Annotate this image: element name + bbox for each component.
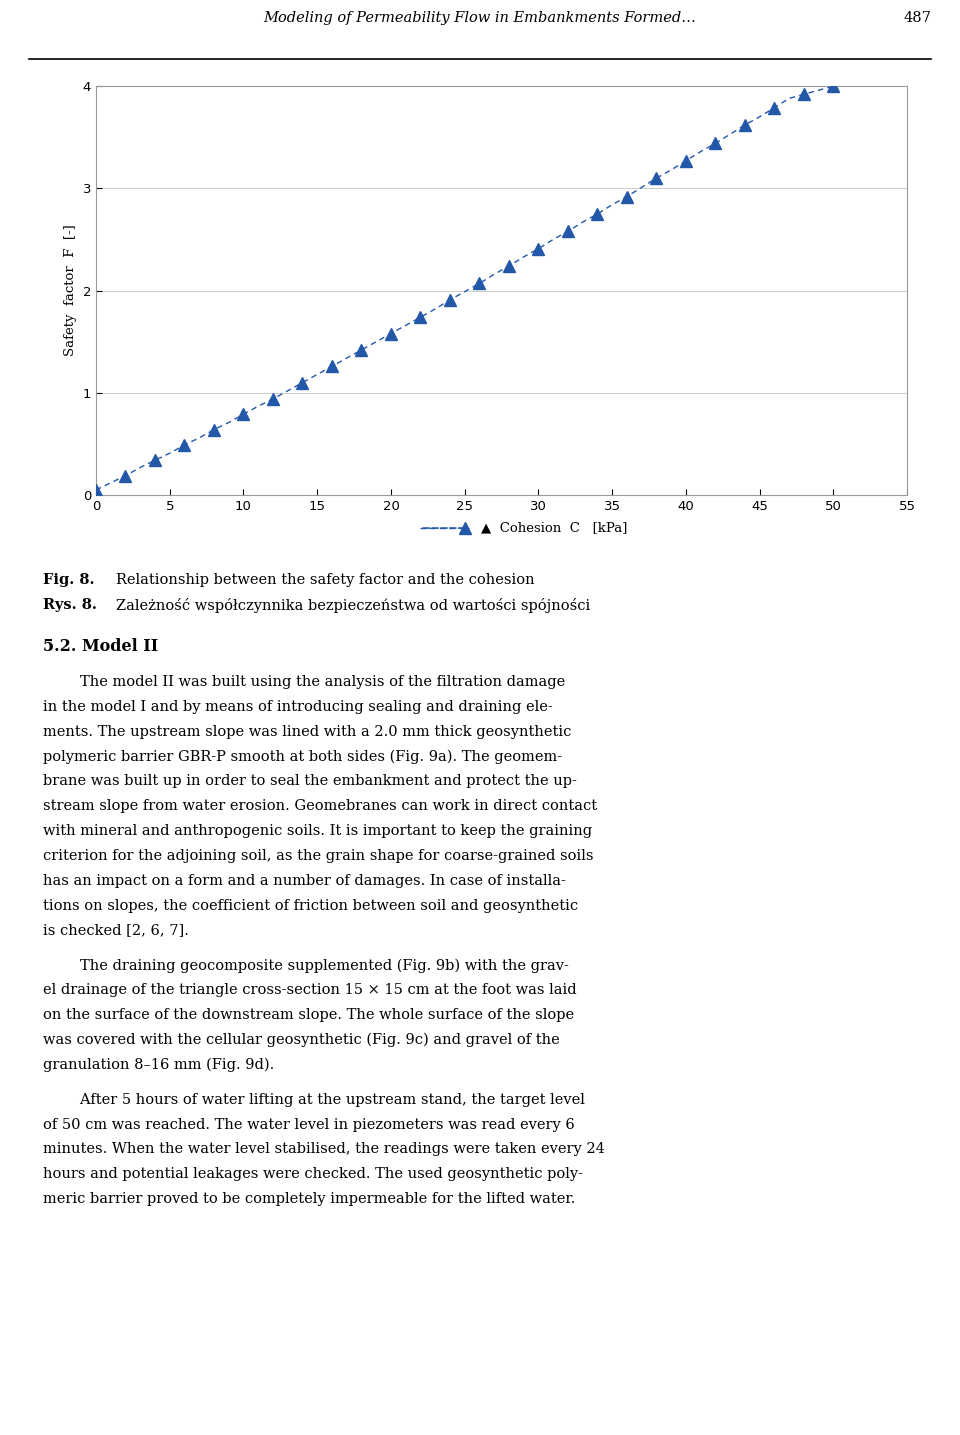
Text: The model II was built using the analysis of the filtration damage: The model II was built using the analysi…: [43, 674, 565, 689]
Text: granulation 8–16 mm (Fig. 9d).: granulation 8–16 mm (Fig. 9d).: [43, 1058, 275, 1072]
Text: minutes. When the water level stabilised, the readings were taken every 24: minutes. When the water level stabilised…: [43, 1142, 605, 1157]
Y-axis label: Safety  factor  F  [-]: Safety factor F [-]: [64, 225, 77, 356]
Text: ▲  Cohesion  C   [kPa]: ▲ Cohesion C [kPa]: [481, 521, 628, 535]
Text: The draining geocomposite supplemented (Fig. 9b) with the grav-: The draining geocomposite supplemented (…: [43, 959, 569, 973]
Text: stream slope from water erosion. Geomebranes can work in direct contact: stream slope from water erosion. Geomebr…: [43, 799, 597, 814]
Text: Relationship between the safety factor and the cohesion: Relationship between the safety factor a…: [115, 573, 535, 587]
Text: After 5 hours of water lifting at the upstream stand, the target level: After 5 hours of water lifting at the up…: [43, 1092, 585, 1106]
Text: 5.2. Model II: 5.2. Model II: [43, 637, 158, 654]
Text: is checked [2, 6, 7].: is checked [2, 6, 7].: [43, 924, 189, 937]
Text: criterion for the adjoining soil, as the grain shape for coarse-grained soils: criterion for the adjoining soil, as the…: [43, 850, 593, 862]
Text: meric barrier proved to be completely impermeable for the lifted water.: meric barrier proved to be completely im…: [43, 1192, 576, 1207]
Text: Rys. 8.: Rys. 8.: [43, 598, 97, 611]
Text: brane was built up in order to seal the embankment and protect the up-: brane was built up in order to seal the …: [43, 775, 577, 788]
Text: ments. The upstream slope was lined with a 2.0 mm thick geosynthetic: ments. The upstream slope was lined with…: [43, 725, 571, 739]
Text: in the model I and by means of introducing sealing and draining ele-: in the model I and by means of introduci…: [43, 700, 553, 713]
Text: 487: 487: [903, 11, 931, 24]
Text: with mineral and anthropogenic soils. It is important to keep the graining: with mineral and anthropogenic soils. It…: [43, 824, 592, 838]
Text: was covered with the cellular geosynthetic (Fig. 9c) and gravel of the: was covered with the cellular geosynthet…: [43, 1033, 560, 1048]
Text: el drainage of the triangle cross-section 15 × 15 cm at the foot was laid: el drainage of the triangle cross-sectio…: [43, 983, 577, 997]
Text: has an impact on a form and a number of damages. In case of installa-: has an impact on a form and a number of …: [43, 874, 566, 888]
Text: of 50 cm was reached. The water level in piezometers was read every 6: of 50 cm was reached. The water level in…: [43, 1118, 575, 1132]
Text: Modeling of Permeability Flow in Embankments Formed…: Modeling of Permeability Flow in Embankm…: [264, 11, 696, 24]
Text: Zależność współczynnika bezpieczeństwa od wartości spójności: Zależność współczynnika bezpieczeństwa o…: [115, 598, 589, 613]
Text: Fig. 8.: Fig. 8.: [43, 573, 95, 587]
Text: tions on slopes, the coefficient of friction between soil and geosynthetic: tions on slopes, the coefficient of fric…: [43, 898, 578, 913]
Text: on the surface of the downstream slope. The whole surface of the slope: on the surface of the downstream slope. …: [43, 1009, 574, 1022]
Text: polymeric barrier GBR-P smooth at both sides (Fig. 9a). The geomem-: polymeric barrier GBR-P smooth at both s…: [43, 749, 563, 763]
Text: hours and potential leakages were checked. The used geosynthetic poly-: hours and potential leakages were checke…: [43, 1167, 584, 1181]
